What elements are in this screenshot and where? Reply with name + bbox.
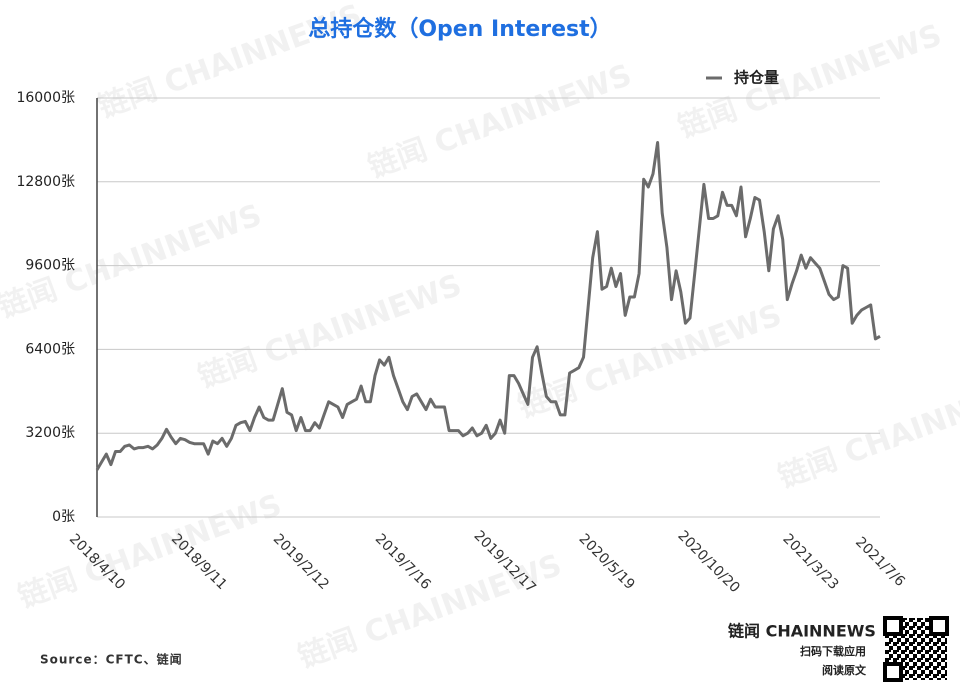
- y-tick-label: 0张: [52, 509, 75, 525]
- y-tick-label: 12800张: [16, 174, 75, 190]
- qr-finder: [883, 662, 903, 682]
- y-tick-label: 9600张: [25, 258, 75, 274]
- y-tick-label: 3200张: [25, 425, 75, 441]
- chart-title: 总持仓数（Open Interest）: [308, 16, 611, 42]
- y-tick-label: 16000张: [16, 90, 75, 106]
- qr-caption: 扫码下载应用: [800, 644, 866, 658]
- source: Source：CFTC、链闻: [40, 652, 183, 667]
- qr-caption: 阅读原文: [822, 663, 867, 677]
- y-tick-label: 6400张: [25, 341, 75, 357]
- qr-finder: [929, 616, 949, 636]
- qr-finder: [883, 616, 903, 636]
- brand: 链闻 CHAINNEWS: [728, 622, 876, 641]
- qr-code: [883, 616, 949, 682]
- legend-label: 持仓量: [734, 69, 779, 87]
- data-line: [95, 141, 881, 471]
